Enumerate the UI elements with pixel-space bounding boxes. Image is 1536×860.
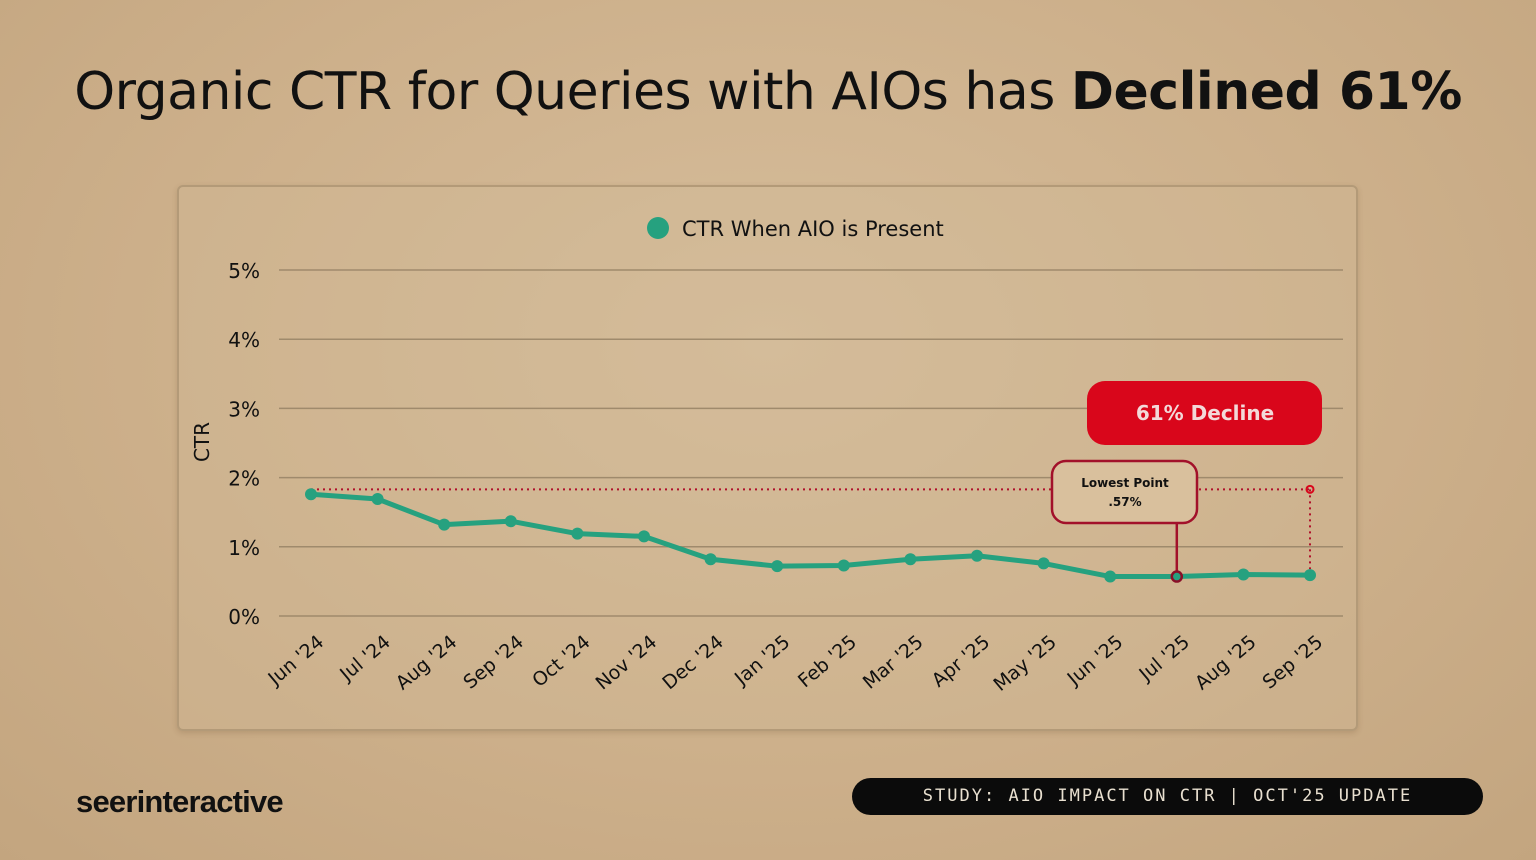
x-tick-label: Apr '25 <box>928 631 994 692</box>
y-axis-label: CTR <box>190 422 214 462</box>
series-points <box>305 488 1316 583</box>
data-point-lowest <box>1170 570 1184 583</box>
x-tick-label: Jun '25 <box>1063 631 1128 690</box>
x-tick-label: Aug '25 <box>1191 631 1261 694</box>
page-title: Organic CTR for Queries with AIOs has De… <box>0 62 1536 122</box>
decline-badge-label: 61% Decline <box>1136 401 1274 425</box>
x-tick-label: Jul '25 <box>1134 631 1194 686</box>
legend-label: CTR When AIO is Present <box>682 217 944 241</box>
x-tick-label: Sep '24 <box>459 631 528 694</box>
legend-swatch <box>647 217 669 239</box>
data-point <box>371 493 384 506</box>
title-emphasis: Declined 61% <box>1070 62 1462 122</box>
x-tick-label: Jun '24 <box>263 631 328 690</box>
study-badge: STUDY: AIO IMPACT ON CTR | OCT'25 UPDATE <box>852 778 1483 815</box>
data-point <box>704 553 717 566</box>
chart-panel <box>177 185 1358 731</box>
data-point <box>1304 569 1316 582</box>
lowest-point-callout <box>1050 459 1199 525</box>
chart-legend: CTR When AIO is Present <box>647 217 944 241</box>
y-tick-label: 3% <box>228 397 260 421</box>
data-point <box>971 549 983 562</box>
data-point <box>504 515 517 528</box>
reference-lines <box>311 484 1315 572</box>
reference-end-marker <box>1305 484 1315 494</box>
x-tick-label: Jan '25 <box>730 631 794 690</box>
y-tick-label: 2% <box>228 467 260 491</box>
data-point <box>1037 557 1050 570</box>
series-line <box>308 491 1313 580</box>
x-tick-label: Sep '25 <box>1258 631 1327 694</box>
data-point <box>305 488 317 501</box>
y-tick-label: 4% <box>228 328 260 352</box>
lowest-point-value: .57% <box>1108 495 1141 509</box>
data-point <box>771 560 784 573</box>
data-point <box>837 559 850 572</box>
x-tick-label: Aug '24 <box>392 631 462 694</box>
data-point <box>1104 570 1117 583</box>
y-tick-label: 1% <box>228 536 260 560</box>
annotations: 61% Decline Lowest Point .57% <box>1050 381 1322 525</box>
data-point <box>904 553 917 566</box>
x-tick-label: Feb '25 <box>794 631 861 692</box>
y-axis-ticks: 0% 1% 2% 3% 4% 5% <box>228 259 260 629</box>
x-tick-label: Nov '24 <box>592 631 662 694</box>
x-tick-label: Dec '24 <box>658 631 727 694</box>
data-point <box>638 530 650 543</box>
x-tick-label: Mar '25 <box>859 631 928 694</box>
y-tick-label: 5% <box>228 259 260 283</box>
brand-logo: seerinteractive <box>76 784 284 819</box>
x-tick-label: Jul '24 <box>335 631 395 686</box>
x-tick-label: Oct '24 <box>528 631 594 692</box>
series-polyline <box>308 491 1313 580</box>
data-point <box>571 527 584 540</box>
data-point <box>438 518 451 531</box>
data-point <box>1237 568 1250 581</box>
decline-badge <box>1087 381 1322 445</box>
x-tick-label: May '25 <box>989 631 1060 696</box>
lowest-point-title: Lowest Point <box>1081 476 1169 490</box>
title-prefix: Organic CTR for Queries with AIOs has <box>74 62 1071 122</box>
y-tick-label: 0% <box>228 605 260 629</box>
